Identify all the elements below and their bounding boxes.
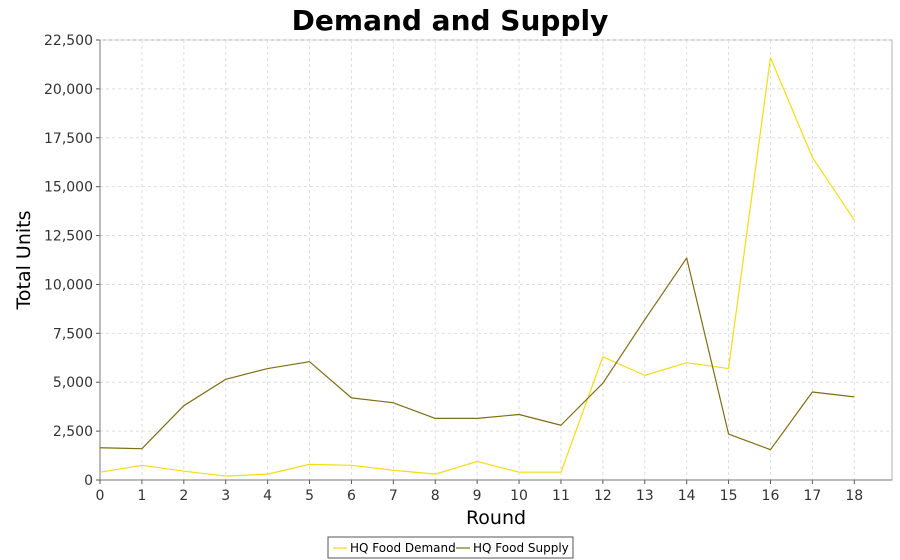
- x-tick-label: 6: [347, 488, 356, 504]
- x-axis-label: Round: [466, 507, 526, 529]
- y-tick-label: 10,000: [44, 277, 93, 293]
- y-tick-label: 20,000: [44, 82, 93, 98]
- series-line-hq-food-demand: [99, 56, 855, 477]
- x-tick-label: 11: [552, 488, 570, 504]
- legend: HQ Food Demand HQ Food Supply: [327, 536, 574, 559]
- x-tick-label: 18: [845, 488, 863, 504]
- series-lines: [99, 56, 855, 477]
- x-tick-label: 3: [221, 488, 230, 504]
- y-tick-label: 15,000: [44, 180, 93, 196]
- y-tick-label: 22,500: [44, 33, 93, 49]
- legend-box: [327, 536, 574, 559]
- x-tick-label: 4: [263, 488, 272, 504]
- x-tick-label: 2: [179, 488, 188, 504]
- x-tick-label: 13: [636, 488, 654, 504]
- x-tick-label: 16: [762, 488, 780, 504]
- x-tick-label: 15: [720, 488, 738, 504]
- legend-label-demand: HQ Food Demand: [350, 541, 456, 555]
- x-tick-label: 1: [137, 488, 146, 504]
- plot-area: [99, 39, 893, 481]
- chart-title: Demand and Supply: [292, 4, 609, 37]
- legend-label-supply: HQ Food Supply: [473, 541, 569, 555]
- y-tick-label: 17,500: [44, 131, 93, 147]
- y-tick-label: 7,500: [53, 326, 93, 342]
- x-tick-label: 10: [510, 488, 528, 504]
- series-line-hq-food-supply: [99, 257, 855, 451]
- y-axis-label: Total Units: [13, 211, 35, 311]
- axes: 0 2,500 5,000 7,500 10,000 12,500 15,000 17,500…: [44, 33, 892, 504]
- x-tick-label: 0: [96, 488, 105, 504]
- x-tick-label: 9: [473, 488, 482, 504]
- y-tick-label: 2,500: [53, 424, 93, 440]
- y-tick-label: 12,500: [44, 229, 93, 245]
- y-tick-label: 5,000: [53, 375, 93, 391]
- x-tick-label: 12: [594, 488, 612, 504]
- x-tick-label: 17: [803, 488, 821, 504]
- x-tick-label: 7: [389, 488, 398, 504]
- x-tick-label: 14: [678, 488, 696, 504]
- x-tick-label: 8: [431, 488, 440, 504]
- y-tick-label: 0: [84, 473, 93, 489]
- x-tick-label: 5: [305, 488, 314, 504]
